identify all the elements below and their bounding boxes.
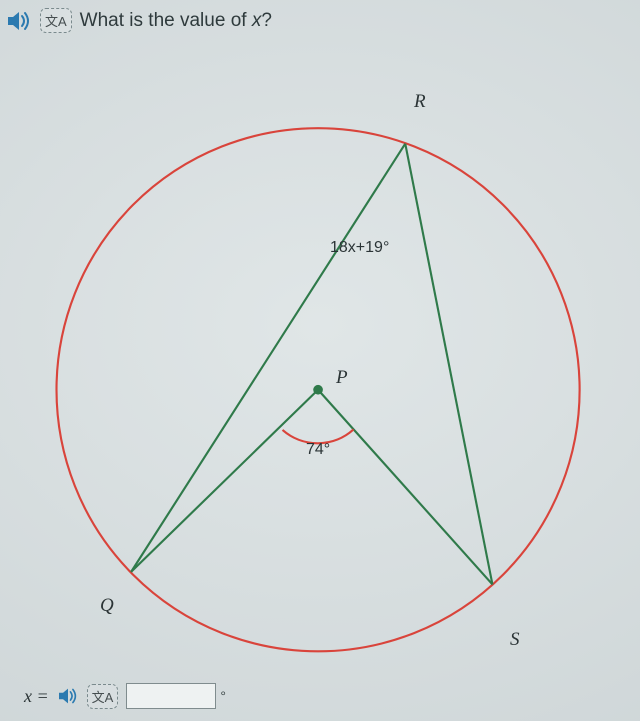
question-text: What is the value of x? bbox=[80, 10, 272, 32]
label-Q: Q bbox=[100, 595, 114, 617]
answer-row: x = 文A ° bbox=[24, 683, 226, 709]
label-P: P bbox=[336, 367, 348, 389]
audio-icon-small[interactable] bbox=[57, 687, 79, 705]
inscribed-angle-expression: 18x+19° bbox=[330, 239, 389, 257]
geometry-figure: R Q S P 18x+19° 74° bbox=[0, 41, 640, 661]
label-S: S bbox=[510, 629, 520, 651]
central-angle-value: 74° bbox=[306, 441, 330, 459]
translate-icon-small[interactable]: 文A bbox=[87, 684, 119, 709]
chord-RQ bbox=[131, 144, 405, 572]
question-header: 文A What is the value of x? bbox=[0, 0, 640, 41]
question-suffix: ? bbox=[261, 10, 272, 31]
segment-PQ bbox=[131, 390, 318, 572]
question-var: x bbox=[252, 10, 262, 31]
label-R: R bbox=[414, 91, 426, 113]
question-prefix: What is the value of bbox=[80, 10, 252, 31]
translate-icon[interactable]: 文A bbox=[40, 8, 72, 33]
circle-diagram bbox=[0, 41, 640, 661]
center-point bbox=[313, 385, 323, 395]
answer-input[interactable] bbox=[126, 683, 216, 709]
answer-prefix: x = bbox=[24, 686, 49, 707]
segment-PS bbox=[318, 390, 492, 585]
audio-icon[interactable] bbox=[6, 10, 32, 32]
chord-RS bbox=[405, 144, 492, 585]
answer-unit: ° bbox=[220, 688, 226, 704]
